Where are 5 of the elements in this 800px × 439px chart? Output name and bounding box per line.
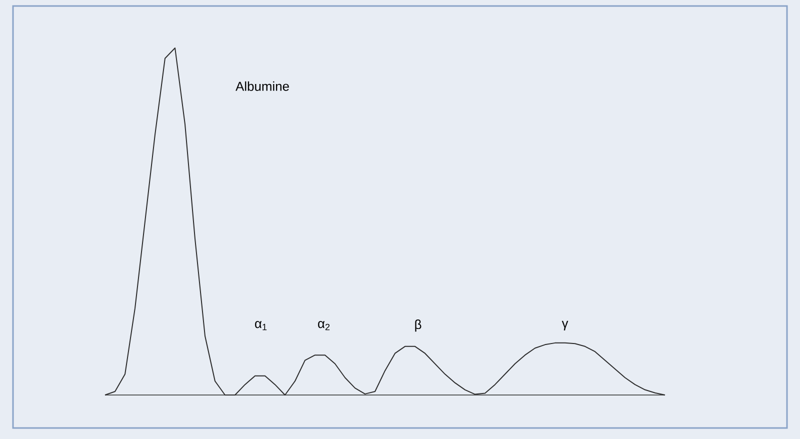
annotation: β	[415, 320, 422, 332]
annotation: α$_{1}$	[255, 321, 267, 330]
annotation: Albumine	[236, 81, 289, 91]
annotation: α$_{2}$	[318, 320, 330, 330]
annotation: γ	[562, 320, 568, 330]
